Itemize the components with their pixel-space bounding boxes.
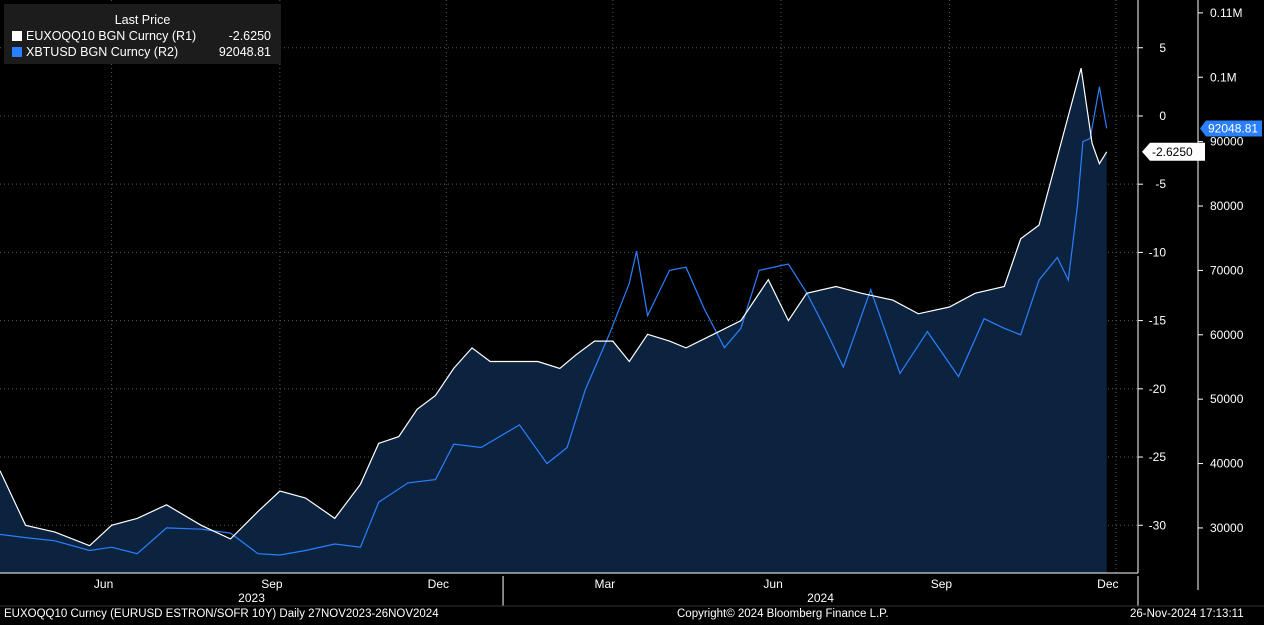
legend-series-label: EUXOQQ10 BGN Curncy (R1)	[26, 29, 197, 43]
r2-tick-label: 50000	[1210, 392, 1244, 406]
r1-tick-label: -30	[1149, 518, 1167, 532]
legend-series-value: 92048.81	[218, 45, 271, 59]
r2-tick-label: 0.1M	[1210, 70, 1237, 84]
x-month-label: Dec	[428, 577, 449, 591]
legend-series-value: -2.6250	[228, 29, 271, 43]
x-year-label: 2024	[807, 591, 834, 605]
r1-tick-label: 5	[1159, 41, 1166, 55]
last-value-tag-bg	[1142, 142, 1205, 161]
r2-tick-label: 60000	[1210, 328, 1244, 342]
legend-series-label: XBTUSD BGN Curncy (R2)	[26, 45, 179, 59]
r1-tick-label: -10	[1149, 245, 1167, 259]
r2-tick-label: 80000	[1210, 199, 1244, 213]
x-month-label: Sep	[931, 577, 953, 591]
legend-box: Last Price EUXOQQ10 BGN Curncy (R1) -2.6…	[4, 4, 281, 64]
r2-tick-label: 90000	[1210, 135, 1244, 149]
footer-description: EUXOQQ10 Curncy (EURUSD ESTRON/SOFR 10Y)…	[4, 608, 439, 620]
last-value-tag-text: -2.6250	[1152, 145, 1193, 159]
last-value-tag-r2: 92048.81	[1200, 120, 1262, 137]
x-month-label: Dec	[1097, 577, 1118, 591]
r1-tick-label: -15	[1149, 314, 1167, 328]
x-month-label: Jun	[94, 577, 113, 591]
last-value-tag-bg	[1200, 120, 1262, 137]
series-line-xbtusd	[0, 86, 1108, 556]
last-value-tag-r1: -2.6250	[1142, 142, 1205, 161]
r1-tick-label: -20	[1149, 382, 1167, 396]
footer-timestamp: 26-Nov-2024 17:13:11	[1130, 608, 1244, 620]
x-month-label: Sep	[261, 577, 283, 591]
legend-row-xbtusd: XBTUSD BGN Curncy (R2) 92048.81	[4, 44, 281, 60]
footer-copyright: Copyright© 2024 Bloomberg Finance L.P.	[677, 608, 889, 620]
r2-tick-label: 40000	[1210, 457, 1244, 471]
r2-tick-label: 30000	[1210, 521, 1244, 535]
x-year-label: 2023	[238, 591, 265, 605]
x-month-label: Jun	[763, 577, 782, 591]
series-line-euxoqq10	[0, 68, 1108, 547]
r2-tick-label: 0.11M	[1210, 6, 1242, 20]
legend-swatch-blue	[12, 47, 22, 57]
x-month-label: Mar	[594, 577, 615, 591]
last-value-tag-text: 92048.81	[1208, 121, 1258, 135]
r1-tick-label: -25	[1149, 450, 1167, 464]
legend-swatch-white	[12, 31, 22, 41]
legend-row-euxoqq10: EUXOQQ10 BGN Curncy (R1) -2.6250	[4, 28, 281, 44]
r2-tick-label: 70000	[1210, 263, 1244, 277]
legend-header: Last Price	[114, 13, 171, 27]
r1-tick-label: 0	[1159, 109, 1166, 123]
r1-tick-label: -5	[1155, 177, 1166, 191]
series-area-euxoqq10	[0, 68, 1107, 573]
